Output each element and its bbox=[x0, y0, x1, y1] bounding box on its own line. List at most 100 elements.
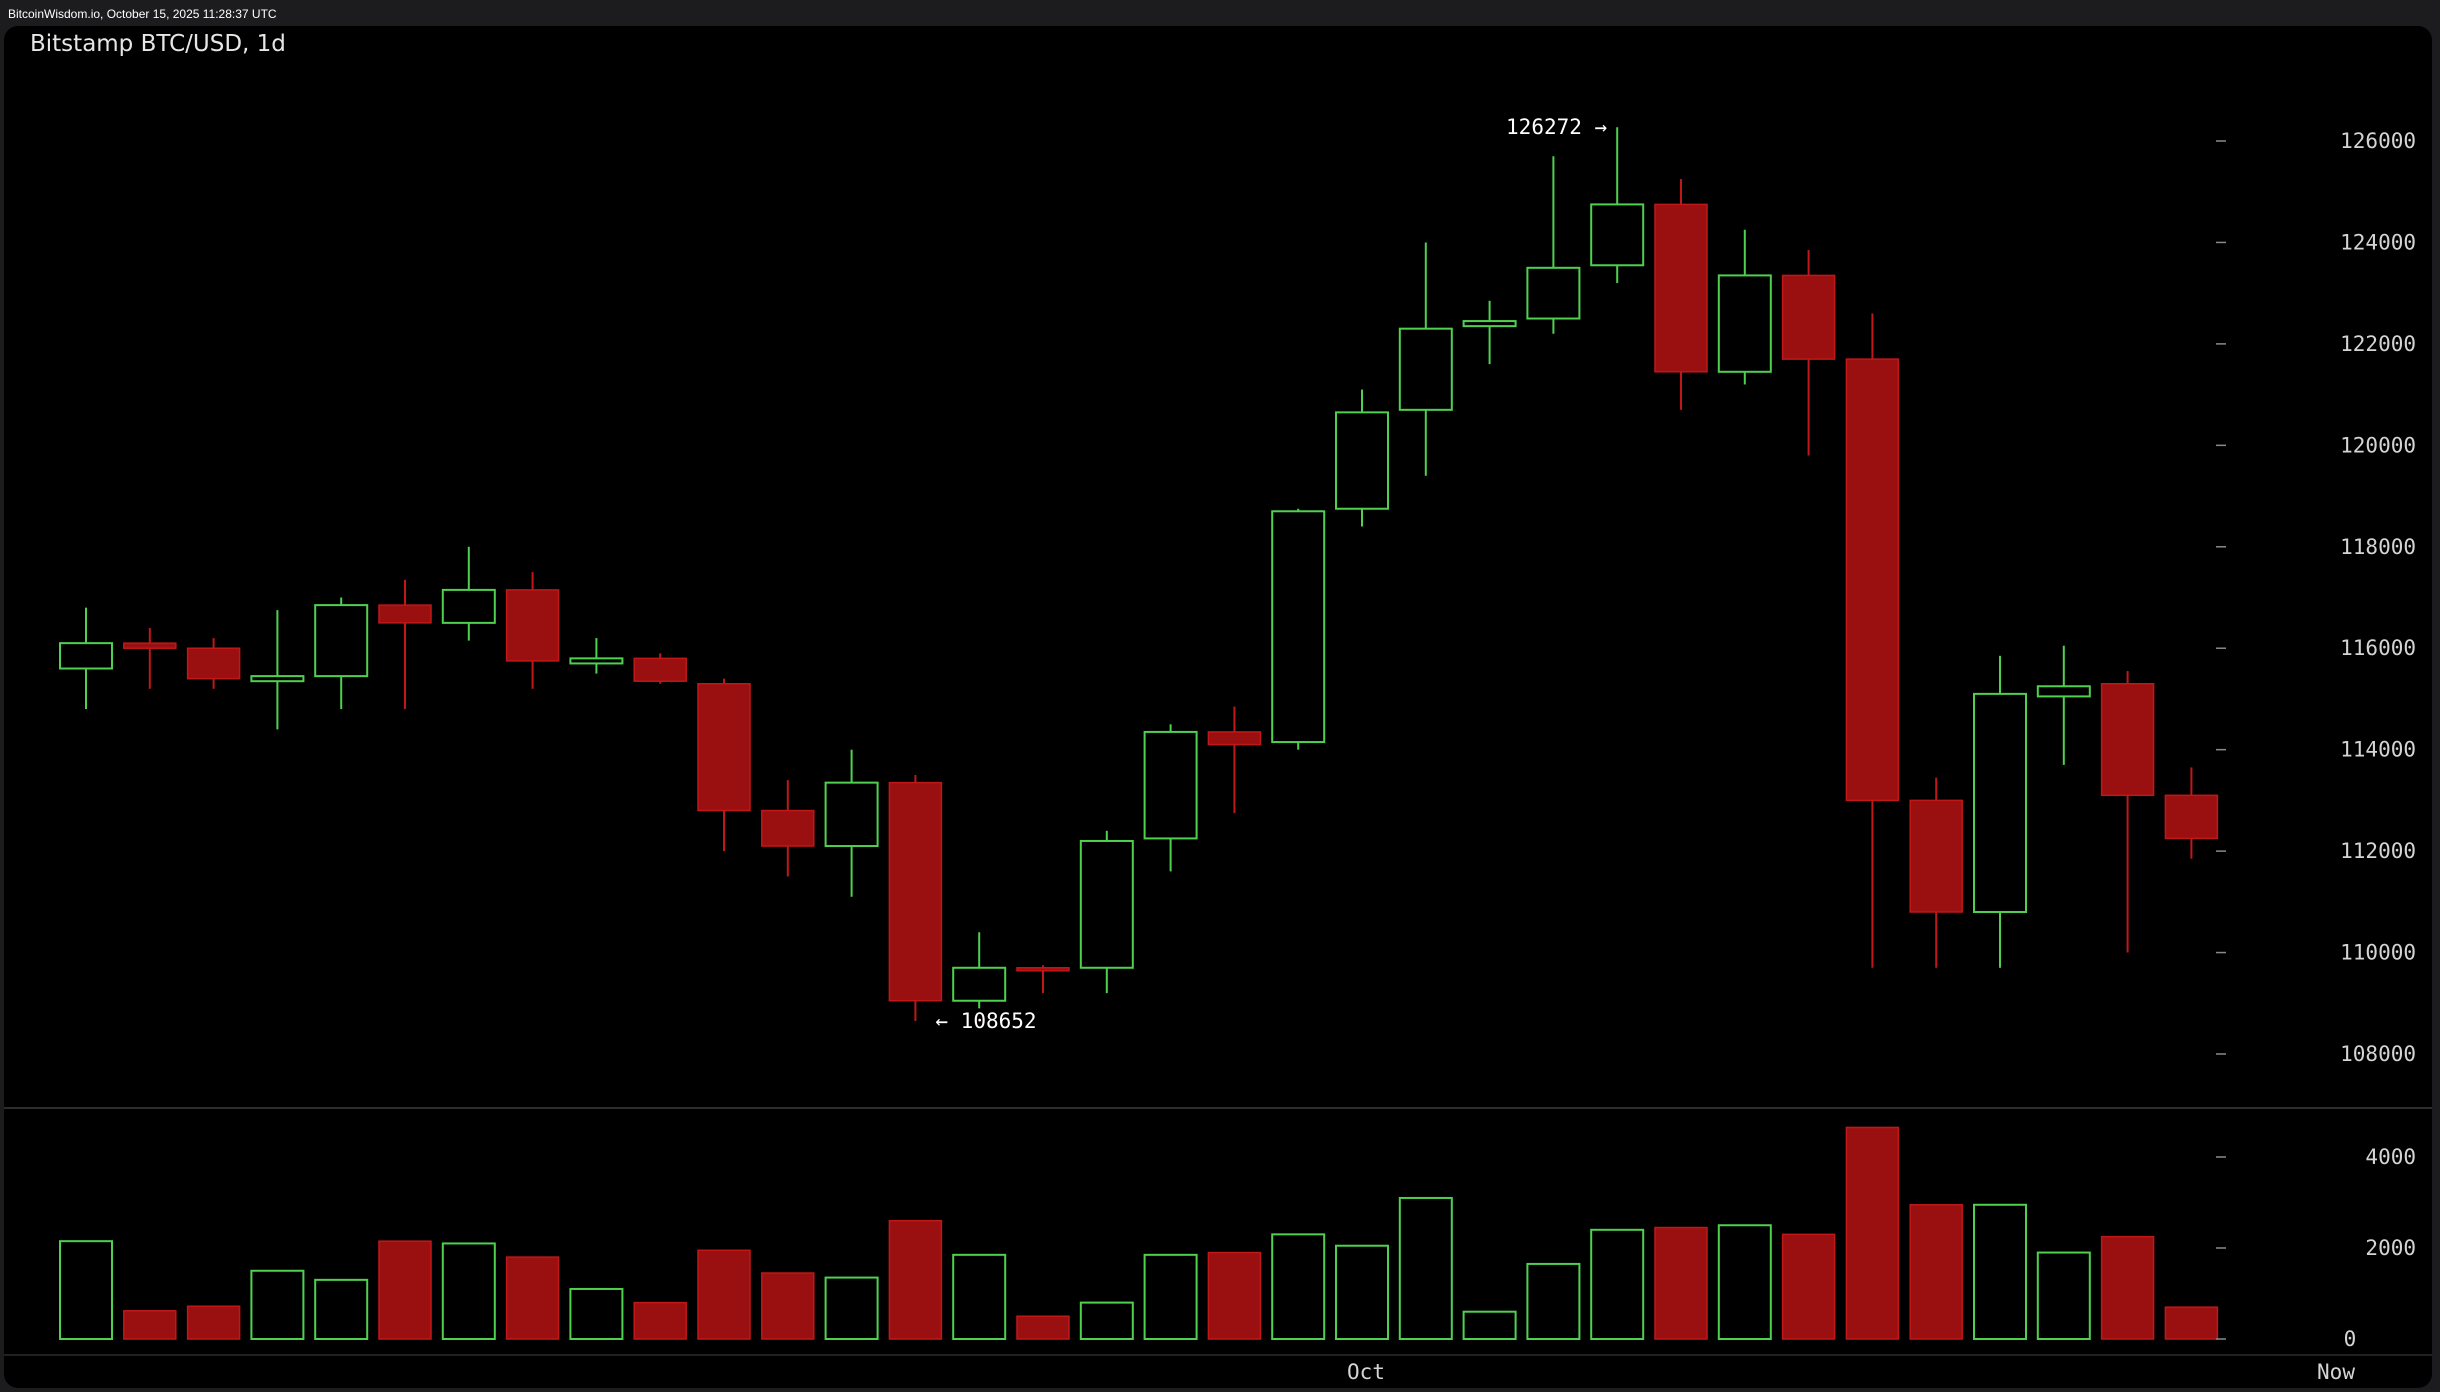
candle bbox=[441, 546, 496, 641]
source-timestamp: BitcoinWisdom.io, October 15, 2025 11:28… bbox=[8, 7, 277, 21]
volume-bar-down bbox=[1016, 1315, 1070, 1340]
candle bbox=[378, 579, 432, 710]
candle-body-down bbox=[1845, 358, 1900, 802]
volume-bar-down bbox=[633, 1301, 687, 1340]
candle-body-up bbox=[1271, 510, 1326, 744]
candle bbox=[1526, 156, 1581, 334]
volume-bar-down bbox=[1781, 1233, 1836, 1340]
candle-body-down bbox=[1654, 203, 1708, 373]
volume-bar-up bbox=[314, 1278, 369, 1340]
candle-body-up bbox=[1335, 411, 1389, 510]
candle bbox=[1016, 965, 1070, 994]
price-tick-label: 118000 bbox=[2340, 535, 2416, 559]
volume-bar-down bbox=[697, 1249, 751, 1340]
candle-body-up bbox=[1462, 320, 1517, 328]
candle-body-up bbox=[952, 966, 1007, 1002]
chart-panel: Bitstamp BTC/USD, 1d 108000 110000 112000 1… bbox=[4, 26, 2432, 1388]
volume-bar-down bbox=[1909, 1204, 1963, 1340]
time-tick-label: Now bbox=[2317, 1360, 2355, 1384]
candle bbox=[633, 653, 687, 684]
candle-body-down bbox=[1909, 799, 1963, 913]
volume-bar-up bbox=[1462, 1310, 1517, 1340]
candle bbox=[1973, 655, 2027, 968]
high-annotation: 126272 → bbox=[1506, 115, 1607, 139]
price-tick-label: 110000 bbox=[2340, 941, 2416, 965]
volume-tick-label: 0 bbox=[2344, 1327, 2357, 1351]
volume-bar-down bbox=[186, 1305, 241, 1340]
volume-bar-up bbox=[441, 1242, 496, 1340]
candle bbox=[1781, 250, 1836, 456]
price-candles bbox=[59, 127, 2219, 1021]
price-tick-label: 112000 bbox=[2340, 839, 2416, 863]
volume-bar-down bbox=[505, 1256, 560, 1340]
candle bbox=[1143, 724, 1198, 872]
candle-body-down bbox=[761, 809, 815, 847]
volume-bar-up bbox=[569, 1287, 624, 1340]
candle bbox=[1079, 830, 1134, 994]
candle-body-down bbox=[2100, 682, 2155, 797]
candlestick-chart: Bitstamp BTC/USD, 1d 108000 110000 112000 1… bbox=[4, 31, 2432, 1384]
annotations: 126272 → ← 108652 bbox=[935, 115, 1607, 1033]
candle bbox=[1909, 777, 1963, 968]
volume-bar-up bbox=[1717, 1224, 1772, 1340]
candle bbox=[888, 775, 943, 1021]
price-tick-label: 126000 bbox=[2340, 129, 2416, 153]
volume-bar-up bbox=[1973, 1203, 2027, 1341]
volume-bar-up bbox=[59, 1240, 113, 1341]
price-tick-label: 120000 bbox=[2340, 433, 2416, 457]
candle-body-up bbox=[1079, 839, 1134, 969]
candle bbox=[2164, 767, 2219, 859]
low-annotation: ← 108652 bbox=[935, 1009, 1036, 1033]
volume-tick-label: 2000 bbox=[2365, 1236, 2416, 1260]
volume-bar-up bbox=[1271, 1233, 1326, 1340]
candle-body-up bbox=[314, 604, 369, 678]
price-tick-label: 108000 bbox=[2340, 1042, 2416, 1066]
volume-bar-down bbox=[1845, 1126, 1900, 1340]
candle bbox=[1398, 242, 1453, 476]
candle-body-up bbox=[1526, 266, 1581, 320]
candle bbox=[1335, 389, 1389, 527]
volume-axis: 0 2000 4000 bbox=[2216, 1145, 2416, 1351]
candle bbox=[761, 780, 815, 877]
candle-body-down bbox=[1207, 731, 1262, 746]
volume-bar-down bbox=[2164, 1306, 2219, 1340]
candle-body-down bbox=[123, 642, 177, 649]
candle bbox=[1271, 508, 1326, 750]
candle-body-up bbox=[1590, 203, 1645, 267]
volume-bar-up bbox=[1143, 1253, 1198, 1340]
candle-body-up bbox=[1717, 274, 1772, 373]
chart-title: Bitstamp BTC/USD, 1d bbox=[30, 31, 286, 57]
candle bbox=[1845, 313, 1900, 968]
volume-tick-label: 4000 bbox=[2365, 1145, 2416, 1169]
volume-bars bbox=[59, 1126, 2219, 1341]
volume-bar-down bbox=[1654, 1226, 1708, 1340]
candle bbox=[1717, 229, 1772, 385]
candle-body-up bbox=[250, 675, 305, 683]
candle bbox=[505, 572, 560, 689]
candle bbox=[186, 638, 241, 689]
candle bbox=[59, 607, 113, 710]
price-tick-label: 124000 bbox=[2340, 230, 2416, 254]
candle-body-up bbox=[1973, 692, 2027, 913]
candle-body-up bbox=[824, 781, 879, 848]
candle bbox=[2100, 671, 2155, 953]
candle-body-down bbox=[186, 647, 241, 680]
price-tick-label: 116000 bbox=[2340, 636, 2416, 660]
candle-body-up bbox=[569, 657, 624, 665]
candle bbox=[123, 627, 177, 689]
time-tick-label: Oct bbox=[1347, 1360, 1385, 1384]
volume-bar-down bbox=[888, 1219, 943, 1340]
candle bbox=[1462, 300, 1517, 365]
candle bbox=[250, 610, 305, 730]
candle bbox=[1654, 179, 1708, 410]
volume-bar-up bbox=[1590, 1228, 1645, 1341]
candle-body-up bbox=[2036, 685, 2091, 698]
candle bbox=[1590, 127, 1645, 284]
volume-bar-up bbox=[2036, 1251, 2091, 1341]
candle-body-down bbox=[633, 657, 687, 682]
volume-bar-up bbox=[1526, 1262, 1581, 1341]
volume-bar-up bbox=[1079, 1301, 1134, 1340]
price-tick-label: 122000 bbox=[2340, 332, 2416, 356]
candle-body-up bbox=[1398, 327, 1453, 411]
candle bbox=[697, 678, 751, 852]
